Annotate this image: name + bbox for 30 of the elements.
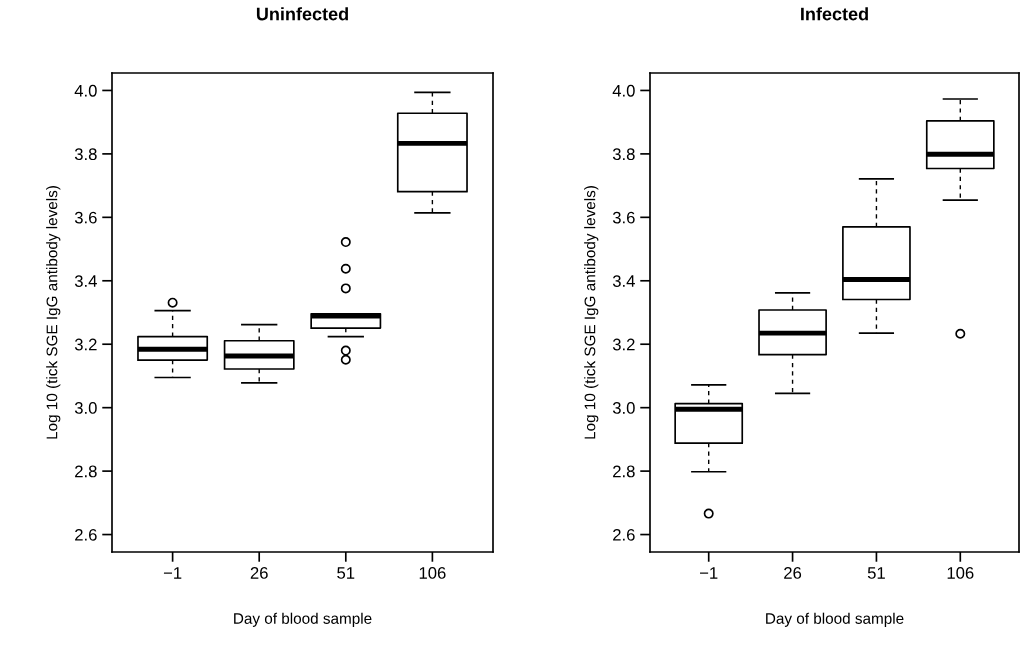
x-tick-label: 26	[250, 567, 268, 579]
y-tick-label: 3.4	[612, 275, 635, 287]
chart-title: Infected	[801, 7, 868, 21]
y-tick-label: 3.6	[612, 211, 635, 224]
y-tick-label: 3.0	[612, 402, 635, 414]
x-tick-label: 51	[337, 567, 355, 579]
x-tick-label: 106	[947, 567, 974, 579]
y-tick-label: 3.8	[612, 148, 635, 161]
x-tick-label: −1	[163, 567, 182, 579]
x-tick-label: 51	[867, 567, 885, 579]
y-axis-title: Log 10 (tick SGE IgG antibody levels)	[584, 186, 599, 439]
y-tick-label: 3.2	[74, 338, 97, 351]
x-axis-title: Day of blood sample	[766, 612, 904, 627]
y-axis-title: Log 10 (tick SGE IgG antibody levels)	[46, 186, 61, 439]
x-tick-label: −1	[700, 567, 718, 579]
y-tick-label: 3.4	[74, 275, 97, 287]
y-tick-label: 4.0	[612, 84, 635, 97]
y-tick-label: 3.8	[74, 148, 97, 161]
y-tick-label: 2.8	[75, 465, 97, 478]
chart-title: Uninfected	[256, 7, 348, 21]
y-tick-label: 3.0	[74, 402, 97, 414]
y-tick-label: 2.6	[75, 528, 97, 541]
y-tick-label: 2.8	[613, 465, 635, 478]
y-tick-label: 3.2	[612, 338, 635, 351]
y-tick-label: 3.6	[74, 211, 97, 224]
x-tick-label: 106	[419, 567, 446, 579]
y-tick-label: 2.6	[613, 528, 635, 541]
y-tick-label: 4.0	[74, 84, 97, 97]
x-tick-label: 26	[784, 567, 802, 579]
x-axis-title: Day of blood sample	[234, 612, 372, 627]
